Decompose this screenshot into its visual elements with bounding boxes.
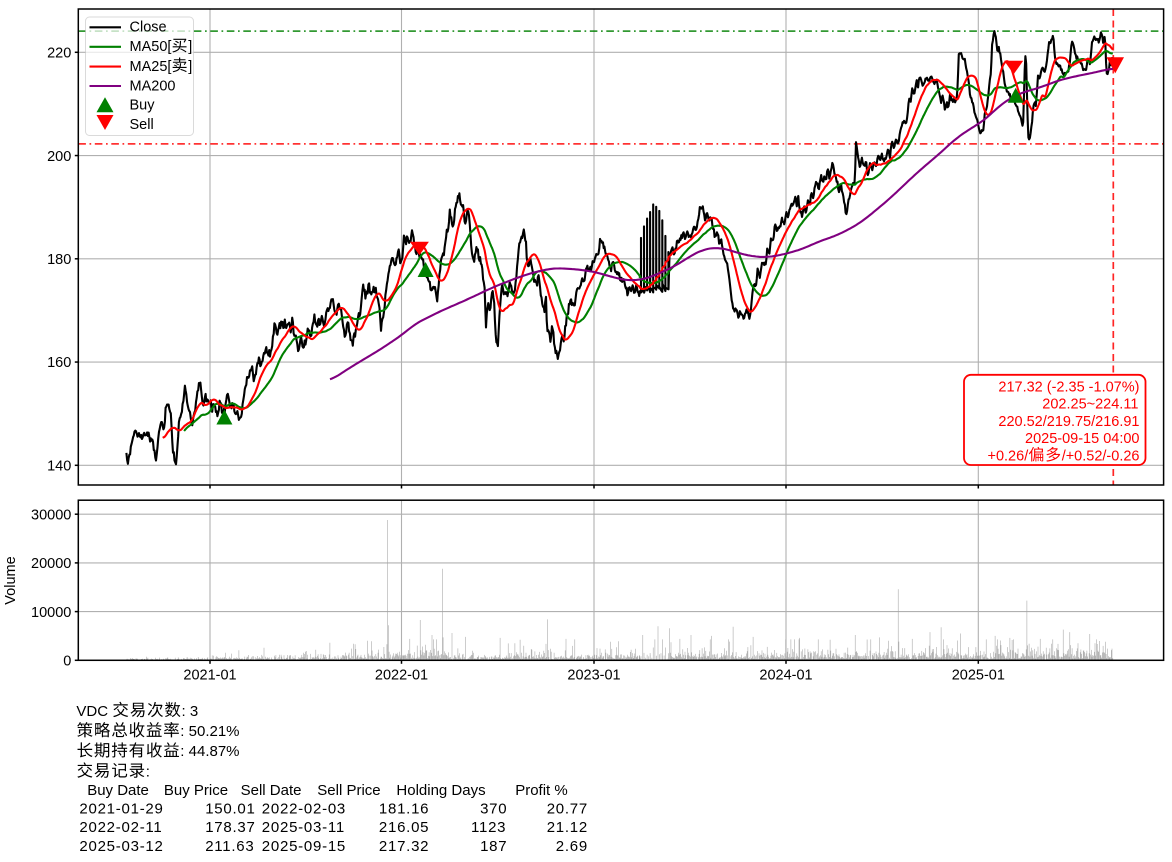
svg-text:2025-09-15: 2025-09-15	[262, 838, 346, 855]
svg-text:Holding Days: Holding Days	[396, 782, 485, 799]
svg-text:2025-01: 2025-01	[952, 667, 1005, 683]
svg-text:2025-09-15 04:00: 2025-09-15 04:00	[1025, 431, 1140, 447]
svg-text:220.52/219.75/216.91: 220.52/219.75/216.91	[998, 414, 1139, 430]
svg-text:2025-03-12: 2025-03-12	[79, 838, 163, 855]
svg-text:Buy: Buy	[130, 98, 156, 114]
svg-text:+0.26/: +0.26/	[988, 448, 1030, 464]
svg-text::: :	[146, 763, 150, 780]
svg-text:Sell: Sell	[130, 117, 154, 133]
svg-text:2.69: 2.69	[556, 838, 588, 855]
svg-text:20.77: 20.77	[547, 801, 588, 818]
svg-text:181.16: 181.16	[379, 801, 429, 818]
svg-text:2022-02-03: 2022-02-03	[262, 801, 346, 818]
svg-text:2021-01: 2021-01	[183, 667, 236, 683]
svg-text:21.12: 21.12	[547, 819, 588, 836]
svg-text:]: ]	[188, 39, 192, 55]
svg-text:211.63: 211.63	[205, 838, 254, 855]
svg-text:140: 140	[47, 459, 71, 475]
svg-text:: 50.21%: : 50.21%	[180, 723, 239, 740]
svg-text:160: 160	[47, 355, 71, 371]
svg-text:VDC: VDC	[76, 703, 108, 720]
svg-text:2021-01-29: 2021-01-29	[79, 801, 163, 818]
svg-text:Close: Close	[130, 20, 167, 36]
svg-text:220: 220	[47, 46, 71, 62]
svg-text:178.37: 178.37	[205, 819, 255, 836]
svg-text:30000: 30000	[31, 507, 71, 523]
svg-text:Buy Date: Buy Date	[87, 782, 149, 799]
svg-text:MA200: MA200	[130, 78, 176, 94]
svg-text:187: 187	[480, 838, 507, 855]
svg-text:200: 200	[47, 149, 71, 165]
svg-text:Sell Date: Sell Date	[241, 782, 302, 799]
svg-text:2022-01: 2022-01	[375, 667, 428, 683]
svg-text:2023-01: 2023-01	[567, 667, 620, 683]
svg-text:MA50[: MA50[	[130, 39, 172, 55]
svg-text:Volume: Volume	[3, 556, 19, 604]
svg-text:2025-03-11: 2025-03-11	[262, 819, 345, 836]
svg-text:370: 370	[480, 801, 507, 818]
svg-text:1123: 1123	[471, 819, 506, 836]
svg-text:0: 0	[63, 654, 71, 670]
svg-text:20000: 20000	[31, 556, 71, 572]
svg-text:10000: 10000	[31, 605, 71, 621]
svg-text:/+0.52/-0.26: /+0.52/-0.26	[1062, 448, 1140, 464]
svg-text:217.32: 217.32	[379, 838, 429, 855]
svg-text:202.25~224.11: 202.25~224.11	[1042, 397, 1138, 413]
svg-text:MA25[: MA25[	[130, 59, 172, 75]
svg-text:150.01: 150.01	[205, 801, 255, 818]
svg-text:180: 180	[47, 252, 71, 268]
svg-text:216.05: 216.05	[379, 819, 429, 836]
svg-text:Buy Price: Buy Price	[164, 782, 228, 799]
svg-text:: 3: : 3	[182, 703, 199, 720]
svg-text:217.32 (-2.35 -1.07%): 217.32 (-2.35 -1.07%)	[998, 380, 1139, 396]
svg-text:2024-01: 2024-01	[759, 667, 812, 683]
svg-text:]: ]	[188, 59, 192, 75]
svg-text:2022-02-11: 2022-02-11	[79, 819, 162, 836]
svg-text:: 44.87%: : 44.87%	[180, 743, 239, 760]
svg-text:Sell Price: Sell Price	[317, 782, 380, 799]
svg-text:Profit %: Profit %	[515, 782, 568, 799]
